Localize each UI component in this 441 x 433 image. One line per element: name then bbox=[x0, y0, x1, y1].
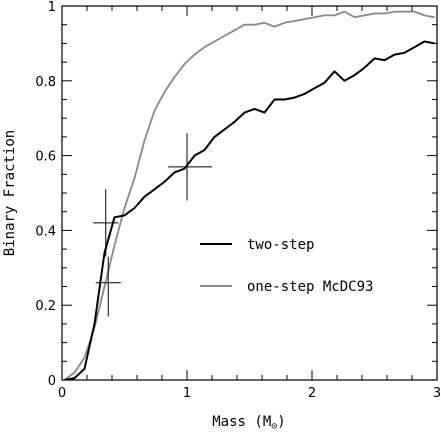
y-tick-label: 0.2 bbox=[35, 299, 56, 314]
x-axis-title-close: ) bbox=[277, 414, 285, 430]
legend-label-two-step: two-step bbox=[247, 237, 314, 253]
x-axis-title: Mass (M⊙) bbox=[212, 414, 285, 432]
tick-labels: 0 1 2 3 0 0.2 0.4 0.6 0.8 1 bbox=[35, 0, 441, 401]
plot-frame bbox=[61, 5, 438, 381]
axis-ticks bbox=[61, 5, 438, 381]
y-tick-label: 0.4 bbox=[35, 224, 56, 239]
x-tick-label: 0 bbox=[58, 386, 66, 401]
error-crosses bbox=[93, 133, 212, 317]
x-axis-title-main: Mass (M bbox=[212, 414, 271, 430]
x-tick-label: 1 bbox=[183, 386, 191, 401]
series-line-two-step bbox=[64, 40, 435, 380]
error-cross-3 bbox=[168, 133, 212, 201]
x-tick-label: 3 bbox=[433, 386, 441, 401]
y-tick-label: 0 bbox=[48, 374, 56, 389]
series-layer bbox=[63, 10, 435, 380]
y-tick-label: 0.8 bbox=[35, 75, 56, 90]
y-tick-label: 1 bbox=[48, 0, 56, 15]
series-line-one-step bbox=[63, 10, 435, 380]
y-axis-title: Binary Fraction bbox=[2, 130, 18, 256]
error-cross-1 bbox=[93, 189, 119, 257]
x-tick-label: 2 bbox=[308, 386, 316, 401]
y-tick-label: 0.6 bbox=[35, 150, 56, 165]
error-cross-2 bbox=[95, 256, 121, 317]
legend: two-step one-step McDC93 bbox=[200, 237, 373, 295]
x-axis-title-sub: ⊙ bbox=[271, 421, 277, 432]
legend-label-one-step: one-step McDC93 bbox=[247, 279, 373, 295]
